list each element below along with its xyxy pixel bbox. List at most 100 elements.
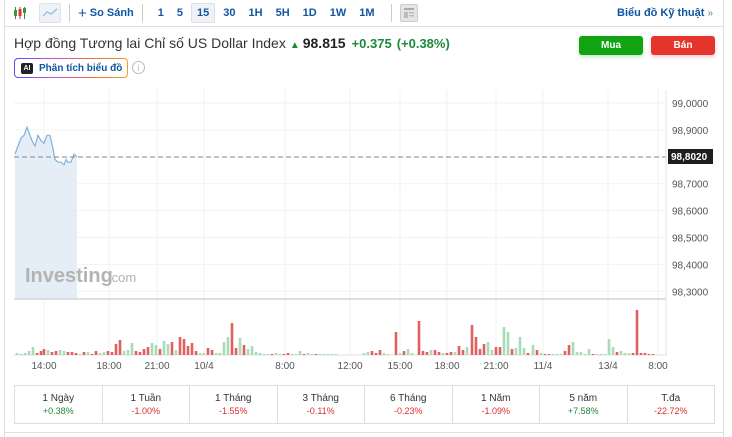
performance-period: 1 Năm [481,393,511,404]
price-change-percent: (+0.38%) [396,36,450,51]
volume-bar [599,354,603,355]
volume-bar [190,343,194,355]
volume-bar [210,350,214,355]
price-area-fill [15,127,77,299]
volume-bar [535,350,539,355]
performance-cell[interactable]: 1 Tuần -1.00% [103,386,190,423]
performance-cell[interactable]: T.đa -22.72% [628,386,715,423]
volume-bar [122,351,126,355]
volume-bar [54,351,58,355]
volume-bar [437,352,441,355]
volume-bar [635,310,639,355]
widget-bottom-border [5,432,723,437]
x-tick-label: 8:00 [275,361,295,372]
volume-bar [74,353,78,355]
performance-cell[interactable]: 3 Tháng -0.11% [278,386,365,423]
volume-bar [374,353,378,355]
toolbar-separator [390,4,392,22]
interval-1h[interactable]: 1H [248,7,263,19]
volume-bar [106,351,110,355]
volume-bar [386,354,390,355]
volume-bar [306,353,310,355]
volume-bar [453,352,457,355]
volume-bar [465,347,469,355]
y-tick-label: 98,5000 [672,234,709,245]
interval-1m[interactable]: 1M [359,7,375,19]
volume-bar [370,351,374,355]
volume-bar [518,337,522,355]
volume-bar [410,353,414,355]
performance-table: 1 Ngày +0.38% 1 Tuần -1.00% 1 Tháng -1.55% 3 T… [14,385,715,424]
compare-button[interactable]: + So Sánh [78,6,134,21]
candlestick-chart-icon[interactable] [9,3,31,23]
volume-bar [429,350,433,355]
volume-bar [579,352,583,355]
technical-chart-link[interactable]: Biểu đồ Kỹ thuật» [617,7,713,19]
volume-bar [322,354,326,355]
volume-bar [254,352,258,355]
volume-bar [58,350,62,355]
investing-watermark: Investing [25,265,113,287]
volume-bar [230,323,234,355]
interval-1w[interactable]: 1W [329,7,347,19]
volume-bar [150,343,154,355]
ai-chart-analysis-button[interactable]: AI Phân tích biểu đồ [14,58,128,78]
interval-1[interactable]: 1 [157,7,164,19]
performance-cell[interactable]: 6 Tháng -0.23% [365,386,453,423]
performance-value: -1.09% [481,406,511,416]
volume-bar [246,349,250,355]
volume-bar [382,353,386,355]
volume-bar [567,345,571,355]
x-tick-label: 21:00 [144,361,169,372]
performance-cell[interactable]: 5 năm +7.58% [540,386,628,423]
x-tick-label: 11/4 [534,361,553,372]
interval-30[interactable]: 30 [223,7,236,19]
volume-bar [86,352,90,355]
interval-1d[interactable]: 1D [302,7,317,19]
volume-bar [282,354,286,355]
layout-icon[interactable] [399,4,418,22]
performance-cell[interactable]: 1 Năm -1.09% [453,386,540,423]
volume-bar [194,351,198,355]
y-tick-label: 98,9000 [672,126,709,137]
volume-bar [522,348,526,355]
volume-bar [526,353,530,355]
volume-bar [294,354,298,355]
volume-bar [98,353,102,355]
instrument-title: Hợp đồng Tương lai Chỉ số US Dollar Inde… [14,35,286,51]
volume-bar [571,342,575,355]
chart-grid [14,90,666,355]
area-chart-icon[interactable] [39,3,61,23]
buy-button[interactable]: Mua [579,36,643,55]
investing-watermark-suffix: .com [108,270,136,285]
compare-label: So Sánh [89,7,134,19]
volume-bar [623,353,627,355]
volume-bar [563,351,567,355]
x-tick-label: 10/4 [194,361,214,372]
sell-button[interactable]: Bán [651,36,715,55]
last-price: 98.815 [302,35,346,51]
volume-bar [226,337,230,355]
x-tick-label: 12:00 [337,361,362,372]
volume-bar [198,353,202,355]
volume-bars [15,310,655,355]
price-line [14,125,78,166]
volume-bar [118,340,122,355]
volume-bar [587,349,591,355]
performance-cell[interactable]: 1 Tháng -1.55% [190,386,278,423]
volume-bar [42,349,46,355]
volume-bar [178,337,182,355]
info-icon[interactable]: i [132,61,145,74]
interval-5[interactable]: 5 [176,7,184,19]
interval-5h[interactable]: 5H [275,7,290,19]
performance-cell[interactable]: 1 Ngày +0.38% [15,386,103,423]
price-chart[interactable]: 99,0000 98,9000 98,7000 98,6000 98,5000 98,40… [0,85,732,381]
volume-bar [66,352,70,355]
volume-bar [494,347,498,355]
volume-bar [290,354,294,355]
volume-bar [114,344,118,355]
interval-15[interactable]: 15 [191,3,216,23]
volume-bar [378,350,382,355]
y-tick-label: 98,6000 [672,207,709,218]
x-tick-label: 14:00 [31,361,56,372]
